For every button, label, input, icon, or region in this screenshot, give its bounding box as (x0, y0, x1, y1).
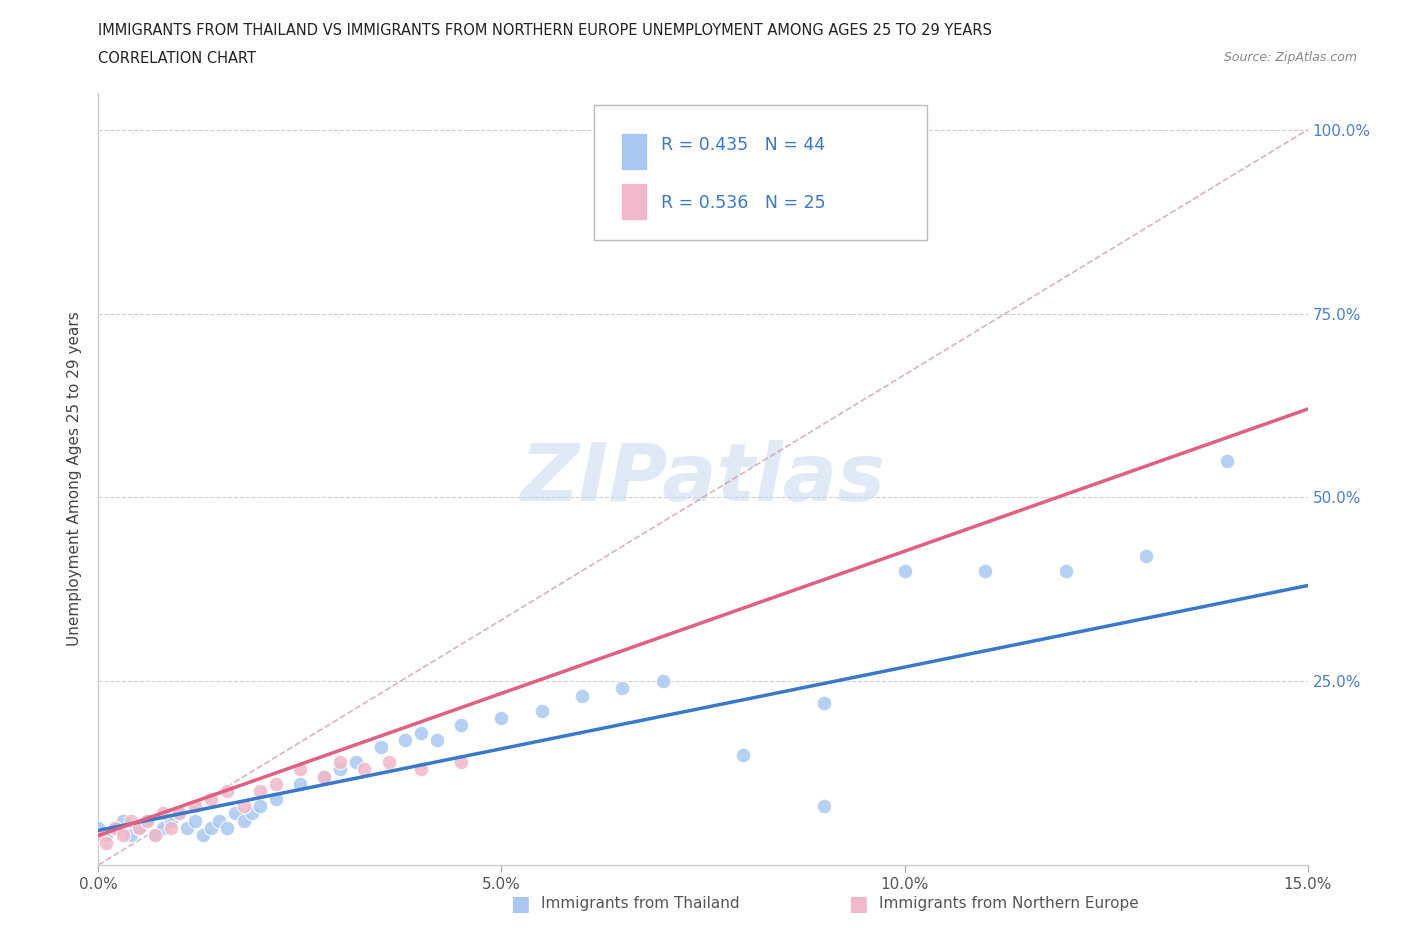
Point (232, 799, 254, 814)
Point (120, 814, 142, 829)
Point (1216, 453, 1239, 468)
Point (167, 806, 190, 821)
Point (103, 820, 125, 835)
Point (491, 711, 513, 725)
Point (135, 814, 157, 829)
Point (974, 564, 997, 578)
Point (193, 828, 215, 843)
Point (184, 814, 207, 829)
Point (111, 828, 134, 843)
Point (329, 754, 352, 769)
Point (128, 820, 150, 835)
Point (1054, 564, 1077, 578)
Point (314, 769, 336, 784)
Point (160, 814, 183, 829)
Point (167, 806, 190, 821)
Text: Immigrants from Northern Europe: Immigrants from Northern Europe (879, 897, 1139, 911)
Point (232, 814, 254, 829)
Point (160, 820, 183, 835)
Point (370, 740, 392, 755)
Point (450, 718, 472, 733)
Point (176, 820, 198, 835)
Point (314, 769, 336, 784)
Text: ■: ■ (510, 894, 530, 914)
Point (135, 814, 157, 829)
Point (612, 681, 634, 696)
Text: IMMIGRANTS FROM THAILAND VS IMMIGRANTS FROM NORTHERN EUROPE UNEMPLOYMENT AMONG A: IMMIGRANTS FROM THAILAND VS IMMIGRANTS F… (98, 23, 993, 38)
Text: Source: ZipAtlas.com: Source: ZipAtlas.com (1223, 51, 1357, 64)
Point (426, 733, 449, 748)
Point (200, 791, 222, 806)
Point (288, 762, 311, 777)
FancyBboxPatch shape (621, 183, 647, 220)
Point (208, 814, 231, 829)
Point (143, 828, 166, 843)
Point (128, 820, 150, 835)
Point (143, 828, 166, 843)
Point (893, 564, 915, 578)
Point (377, 754, 399, 769)
Point (409, 725, 432, 740)
Point (264, 777, 287, 791)
Point (87, 820, 110, 835)
Point (288, 777, 311, 791)
Point (612, 159, 634, 174)
Point (87, 828, 110, 843)
Point (184, 799, 207, 814)
Point (249, 799, 271, 814)
Point (224, 806, 246, 821)
Point (249, 784, 271, 799)
Point (571, 688, 593, 703)
Point (409, 762, 432, 777)
Point (651, 673, 673, 688)
Point (1135, 549, 1157, 564)
Point (120, 828, 142, 843)
Point (217, 820, 239, 835)
FancyBboxPatch shape (621, 133, 647, 170)
Point (329, 762, 352, 777)
Point (733, 747, 755, 762)
FancyBboxPatch shape (595, 104, 927, 240)
Point (217, 784, 239, 799)
Point (152, 806, 174, 821)
Point (353, 762, 375, 777)
Point (96, 835, 118, 850)
Point (103, 820, 125, 835)
Point (344, 754, 367, 769)
Y-axis label: Unemployment Among Ages 25 to 29 years: Unemployment Among Ages 25 to 29 years (67, 312, 83, 646)
Point (111, 814, 134, 829)
Point (450, 754, 472, 769)
Text: R = 0.536   N = 25: R = 0.536 N = 25 (661, 193, 825, 212)
Text: R = 0.435   N = 44: R = 0.435 N = 44 (661, 136, 825, 153)
Text: Immigrants from Thailand: Immigrants from Thailand (541, 897, 740, 911)
Point (240, 806, 263, 821)
Text: ZIPatlas: ZIPatlas (520, 440, 886, 518)
Point (200, 820, 222, 835)
Text: ■: ■ (848, 894, 868, 914)
Point (530, 703, 553, 718)
Point (394, 733, 416, 748)
Point (96, 828, 118, 843)
Point (813, 696, 835, 711)
Point (152, 820, 174, 835)
Text: CORRELATION CHART: CORRELATION CHART (98, 51, 256, 66)
Point (813, 799, 835, 814)
Point (264, 791, 287, 806)
